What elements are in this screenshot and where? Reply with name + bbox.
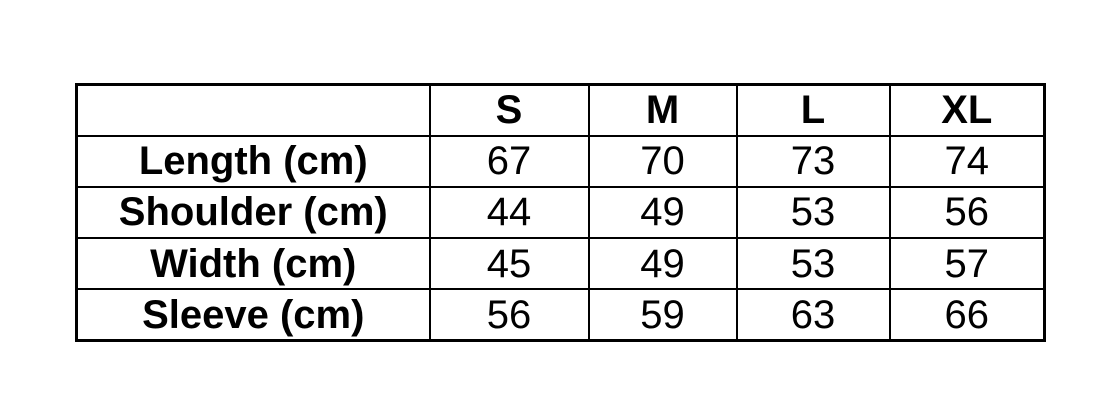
row-label-length: Length (cm)	[75, 134, 431, 188]
cell-sleeve-xl: 66	[888, 288, 1046, 342]
cell-length-xl: 74	[888, 134, 1046, 188]
header-cell-size-s: S	[428, 83, 590, 136]
cell-sleeve-l: 63	[735, 288, 891, 342]
header-cell-size-xl: XL	[888, 83, 1046, 136]
cell-length-s: 67	[428, 134, 590, 188]
cell-width-m: 49	[587, 236, 738, 291]
cell-length-l: 73	[735, 134, 891, 188]
row-label-width: Width (cm)	[75, 236, 431, 291]
cell-sleeve-m: 59	[587, 288, 738, 342]
cell-sleeve-s: 56	[428, 288, 590, 342]
table-row-length: Length (cm) 67 70 73 74	[75, 134, 1046, 188]
cell-shoulder-l: 53	[735, 185, 891, 240]
cell-width-s: 45	[428, 236, 590, 291]
cell-shoulder-s: 44	[428, 185, 590, 240]
cell-shoulder-xl: 56	[888, 185, 1046, 240]
row-label-sleeve: Sleeve (cm)	[75, 288, 431, 342]
cell-shoulder-m: 49	[587, 185, 738, 240]
cell-length-m: 70	[587, 134, 738, 188]
table-row-sleeve: Sleeve (cm) 56 59 63 66	[75, 288, 1046, 342]
cell-width-l: 53	[735, 236, 891, 291]
header-row: S M L XL	[75, 83, 1046, 136]
cell-width-xl: 57	[888, 236, 1046, 291]
table-row-width: Width (cm) 45 49 53 57	[75, 236, 1046, 291]
table-row-shoulder: Shoulder (cm) 44 49 53 56	[75, 185, 1046, 240]
row-label-shoulder: Shoulder (cm)	[75, 185, 431, 240]
header-cell-size-l: L	[735, 83, 891, 136]
header-cell-size-m: M	[587, 83, 738, 136]
size-chart-table: S M L XL Length (cm) 67 70 73 74 Shoulde…	[75, 83, 1046, 342]
header-cell-empty	[75, 83, 431, 136]
